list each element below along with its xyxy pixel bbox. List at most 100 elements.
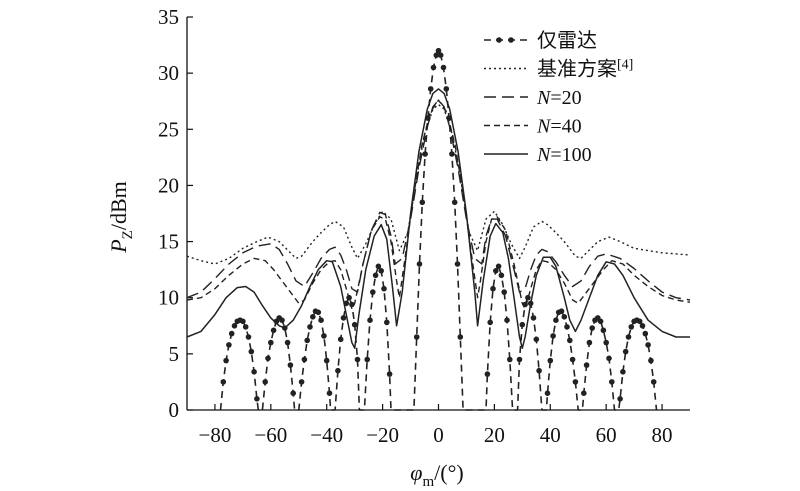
legend-item: N=40: [484, 116, 582, 138]
y-axis-label: PZ/dBm: [106, 181, 136, 254]
data-point: [558, 308, 565, 315]
x-tick-label: 20: [484, 423, 505, 447]
x-axis-label-main: φ: [410, 460, 422, 485]
data-point: [378, 268, 385, 274]
data-point: [648, 357, 654, 364]
data-point: [290, 390, 297, 397]
data-point: [268, 339, 274, 346]
y-tick-label: 30: [158, 61, 179, 85]
y-tick-label: 25: [158, 117, 179, 141]
data-point: [228, 330, 235, 337]
data-point: [622, 348, 629, 355]
data-point: [620, 369, 626, 375]
data-point: [437, 52, 444, 58]
legend-item: N=100: [484, 144, 592, 166]
data-point: [617, 396, 623, 402]
data-point: [422, 151, 428, 157]
data-point: [254, 396, 260, 402]
y-tick-label: 35: [158, 5, 179, 29]
y-tick-label: 5: [169, 342, 180, 366]
data-point: [262, 379, 269, 385]
data-point: [307, 324, 313, 330]
series-line: [186, 99, 691, 310]
data-point: [265, 355, 271, 362]
data-point: [586, 339, 593, 346]
data-point: [318, 317, 324, 324]
series-3: [186, 99, 691, 301]
data-point: [384, 319, 390, 326]
data-point: [326, 390, 333, 397]
data-point: [284, 339, 291, 346]
legend-item: 仅雷达: [484, 29, 597, 52]
data-point: [553, 317, 559, 324]
data-point: [493, 268, 499, 274]
data-point: [351, 321, 358, 328]
data-point: [223, 357, 229, 364]
data-point: [440, 64, 447, 71]
x-tick-label: 60: [596, 423, 617, 447]
legend-item: N=20: [484, 87, 582, 109]
data-point: [354, 356, 361, 363]
data-point: [375, 263, 382, 270]
data-point: [609, 379, 615, 385]
series-line: [186, 88, 690, 349]
data-point: [251, 369, 257, 375]
data-point: [386, 371, 393, 377]
series-4: [186, 99, 691, 310]
y-tick-label: 20: [158, 173, 179, 197]
data-point: [370, 289, 376, 295]
data-point: [315, 309, 322, 316]
data-point: [287, 362, 294, 368]
data-point: [298, 379, 305, 385]
y-tick-label: 15: [158, 230, 179, 254]
legend-label: 基准方案[4]: [537, 58, 633, 81]
data-point: [435, 47, 442, 54]
data-point: [364, 356, 371, 363]
legend-label: N=40: [536, 116, 582, 138]
data-point: [321, 333, 327, 339]
data-point: [454, 261, 461, 267]
data-point: [564, 324, 570, 330]
legend-marker: [508, 37, 514, 43]
data-point: [525, 294, 531, 301]
series-1: [219, 47, 658, 411]
x-tick-label: 0: [433, 423, 444, 447]
x-tick-label: 80: [652, 423, 673, 447]
data-point: [589, 325, 595, 331]
y-axis-label-sub: Z: [120, 230, 136, 239]
data-point: [639, 323, 646, 329]
data-point: [231, 323, 238, 329]
data-point: [600, 327, 607, 334]
data-point: [449, 151, 455, 157]
data-point: [561, 314, 568, 320]
legend-label: N=100: [536, 144, 592, 166]
data-point: [569, 356, 576, 363]
data-point: [433, 52, 440, 58]
data-point: [544, 390, 551, 397]
series-line: [219, 49, 658, 411]
data-point: [240, 318, 246, 325]
data-point: [572, 379, 579, 385]
data-point: [301, 356, 308, 363]
data-point: [650, 379, 657, 385]
x-axis-label: φm/(°): [410, 460, 463, 490]
data-point: [279, 317, 285, 324]
data-point: [484, 371, 491, 377]
data-point: [310, 314, 316, 320]
data-point: [372, 272, 379, 279]
x-axis-label-sub: m: [422, 474, 434, 490]
data-point: [603, 339, 609, 346]
legend-marker: [496, 37, 502, 43]
data-point: [536, 367, 542, 374]
data-point: [642, 330, 649, 337]
data-point: [507, 356, 513, 363]
y-tick-label: 10: [158, 286, 179, 310]
data-point: [419, 199, 426, 206]
data-point: [597, 318, 604, 325]
x-tick-label: −20: [366, 423, 399, 447]
data-point: [242, 324, 249, 330]
y-tick-label: 0: [169, 398, 180, 422]
data-point: [340, 315, 347, 321]
